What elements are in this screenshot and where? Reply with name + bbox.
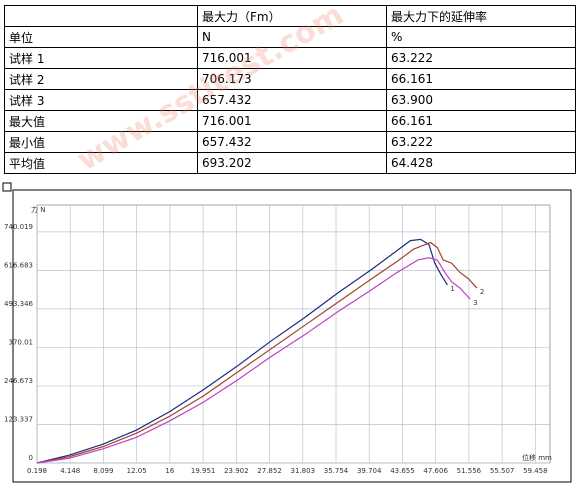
series-label: 1 <box>450 285 454 293</box>
x-tick-label: 47.606 <box>423 467 448 475</box>
y-tick-label: 740.019 <box>4 223 33 231</box>
x-tick-label: 8.099 <box>93 467 113 475</box>
data-line <box>36 238 448 464</box>
table-row: 单位 N% <box>4 26 576 48</box>
x-tick-label: 35.754 <box>324 467 349 475</box>
y-tick-label: 493.346 <box>4 300 33 308</box>
x-tick-label: 19.951 <box>191 467 216 475</box>
table-row: 试样 3 657.432 63.900 <box>4 89 576 111</box>
data-line <box>36 257 471 464</box>
x-tick-label: 23.902 <box>224 467 249 475</box>
table-cell: 657.432 <box>197 131 387 153</box>
x-axis-label: 位移 mm <box>522 453 552 462</box>
header-row: 最大力（Fm） 最大力下的延伸率 <box>4 5 576 27</box>
table-cell: 63.900 <box>386 89 576 111</box>
table-cell: 657.432 <box>197 89 387 111</box>
chart: 0.198 4.148 8.099 12.05 16 19.951 23.902 27.852… <box>2 182 572 483</box>
data-line <box>36 241 478 464</box>
x-tick-label: 55.507 <box>490 467 515 475</box>
x-tick-label: 27.852 <box>257 467 282 475</box>
table-cell: 693.202 <box>197 152 387 174</box>
y-tick-label: 0 <box>29 454 33 462</box>
result-table: 最大力（Fm） 最大力下的延伸率 单位 N% 试样 1 716.001 63.222 试样 2… <box>4 5 576 174</box>
table-cell: 66.161 <box>386 68 576 90</box>
x-tick-label: 39.704 <box>357 467 382 475</box>
table-cell: 64.428 <box>386 152 576 174</box>
table-cell: 66.161 <box>386 110 576 132</box>
y-tick-label: 123.337 <box>4 415 33 423</box>
x-tick-label: 0.198 <box>27 467 47 475</box>
table-cell: 单位 <box>4 26 198 48</box>
x-tick-label: 51.556 <box>457 467 482 475</box>
x-tick-label: 16 <box>165 467 174 475</box>
chart-frame <box>12 189 572 483</box>
x-tick-label: 43.655 <box>390 467 415 475</box>
table-cell: % <box>386 26 576 48</box>
x-tick-label: 59.458 <box>523 467 548 475</box>
table-row: 平均值 693.202 64.428 <box>4 152 576 174</box>
table-cell: 63.222 <box>386 47 576 69</box>
header-cell <box>4 5 198 27</box>
table-cell: 平均值 <box>4 152 198 174</box>
table-row: 最小值 657.432 63.222 <box>4 131 576 153</box>
header-cell: 最大力下的延伸率 <box>386 5 576 27</box>
table-row: 试样 2 706.173 66.161 <box>4 68 576 90</box>
table-cell: 试样 1 <box>4 47 198 69</box>
y-tick-label: 246.673 <box>4 377 33 385</box>
table-cell: 63.222 <box>386 131 576 153</box>
y-tick-label: 616.683 <box>4 261 33 269</box>
table-row: 最大值 716.001 66.161 <box>4 110 576 132</box>
series-label: 3 <box>473 299 477 307</box>
y-axis-label: 力 N <box>31 205 45 214</box>
x-tick-label: 12.05 <box>127 467 147 475</box>
table-cell: 最小值 <box>4 131 198 153</box>
x-tick-label: 31.803 <box>291 467 316 475</box>
table-cell: 716.001 <box>197 110 387 132</box>
series-label: 2 <box>480 288 484 296</box>
y-tick-label: 370.01 <box>9 338 34 346</box>
anchor-icon <box>2 182 12 192</box>
table-cell: 试样 2 <box>4 68 198 90</box>
x-tick-label: 4.148 <box>60 467 80 475</box>
